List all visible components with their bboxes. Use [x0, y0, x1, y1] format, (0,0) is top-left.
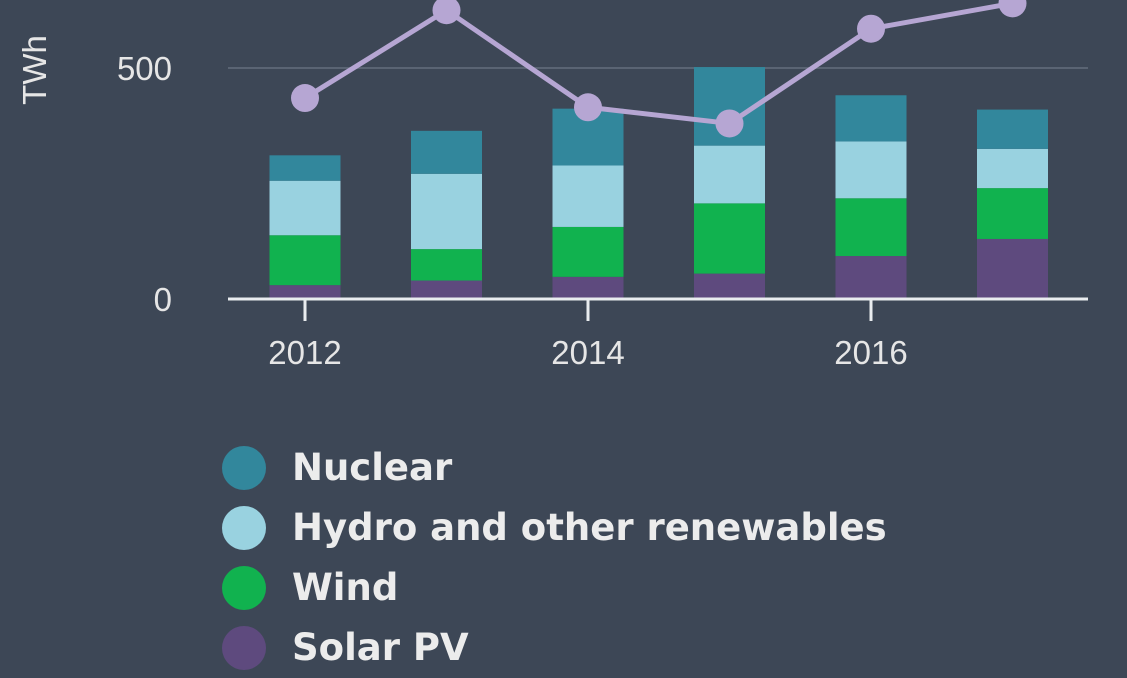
y-tick-label-500: 500: [117, 50, 172, 87]
line-point-2013: [432, 0, 461, 25]
legend-label-wind: Wind: [292, 566, 399, 609]
bar-wind-2017: [977, 188, 1048, 239]
line-point-2014: [574, 93, 602, 122]
y-tick-label-0: 0: [154, 281, 172, 318]
legend-swatch-wind: [222, 566, 266, 610]
legend-swatch-solar: [222, 626, 266, 670]
x-tick-label-2012: 2012: [268, 334, 341, 371]
bar-wind-2015: [694, 203, 765, 274]
x-tick-label-2014: 2014: [551, 334, 624, 371]
line-total: [303, 0, 1013, 126]
bar-solar-pv-2017: [977, 238, 1048, 299]
legend-item-wind: Wind: [222, 558, 887, 618]
legend-item-nuclear: Nuclear: [222, 438, 887, 498]
legend-label-solar: Solar PV: [292, 626, 469, 669]
y-axis-label: TWh: [16, 35, 53, 105]
bar-solar-pv-2015: [694, 273, 765, 299]
bar-solar-pv-2012: [269, 285, 341, 299]
bar-wind-2014: [552, 226, 624, 277]
bar-solar-pv-2013: [411, 280, 482, 299]
bar-hydro-and-other-renewables-2014: [552, 165, 624, 227]
line-point-2012: [291, 84, 319, 113]
bar-solar-pv-2014: [552, 276, 624, 299]
bar-nuclear-2016: [835, 95, 907, 142]
bar-hydro-and-other-renewables-2012: [269, 180, 341, 236]
legend: Nuclear Hydro and other renewables Wind …: [222, 438, 887, 678]
legend-item-solar: Solar PV: [222, 618, 887, 678]
legend-swatch-nuclear: [222, 446, 266, 490]
bar-nuclear-2017: [977, 109, 1048, 149]
bar-solar-pv-2016: [835, 256, 907, 299]
bar-hydro-and-other-renewables-2013: [411, 173, 482, 250]
line-point-2016: [857, 14, 885, 43]
bar-wind-2016: [835, 198, 907, 257]
legend-label-nuclear: Nuclear: [292, 446, 453, 489]
bar-wind-2012: [269, 235, 341, 286]
line-point-2017: [998, 0, 1027, 18]
legend-item-hydro: Hydro and other renewables: [222, 498, 887, 558]
bar-nuclear-2012: [269, 155, 341, 181]
legend-label-hydro: Hydro and other renewables: [292, 506, 887, 549]
bar-hydro-and-other-renewables-2017: [977, 148, 1048, 189]
bar-nuclear-2013: [411, 130, 482, 174]
bar-hydro-and-other-renewables-2016: [835, 141, 907, 199]
line-point-2015: [715, 109, 744, 138]
legend-swatch-hydro: [222, 506, 266, 550]
bar-wind-2013: [411, 249, 482, 281]
bar-hydro-and-other-renewables-2015: [694, 145, 765, 204]
x-tick-label-2016: 2016: [834, 334, 907, 371]
